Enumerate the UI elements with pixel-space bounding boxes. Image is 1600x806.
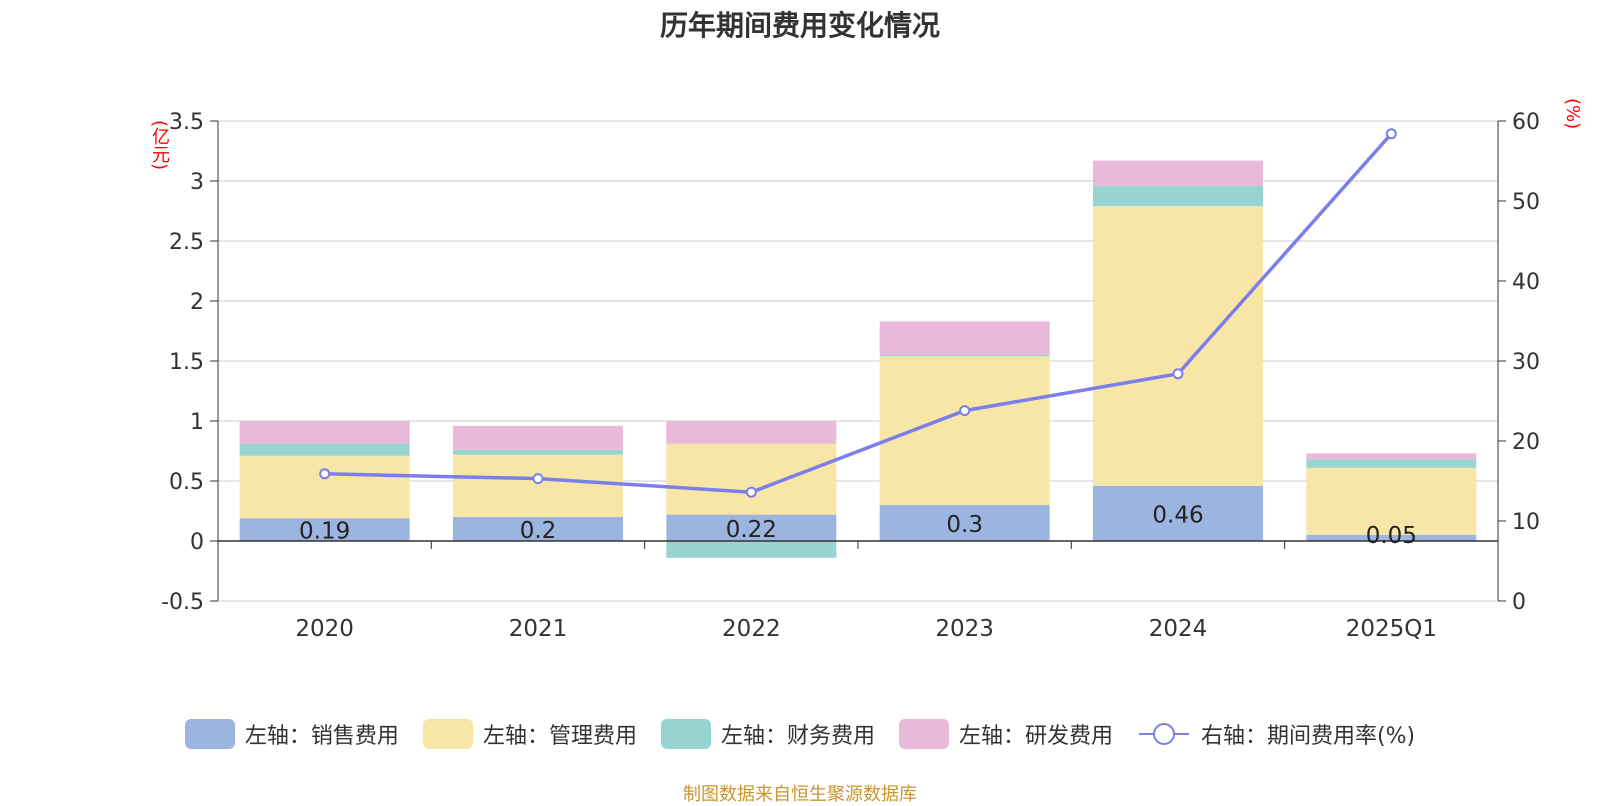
- bar-segment-3: [453, 449, 623, 455]
- expense-rate-point: [1385, 128, 1397, 140]
- right-axis-tick-label: 0: [1512, 590, 1526, 615]
- data-label-sales: 0.46: [1152, 502, 1203, 528]
- data-label-sales: 0.05: [1366, 523, 1417, 549]
- category-label: 2024: [1149, 616, 1208, 642]
- left-axis-tick-label: 3: [190, 170, 204, 195]
- bar-segment-1: [1093, 485, 1263, 541]
- right-axis-unit: (%): [1562, 98, 1583, 130]
- legend-label-rnd: 左轴：研发费用: [958, 724, 1113, 749]
- legend-label-expense-rate: 右轴：期间费用率(%): [1200, 724, 1416, 749]
- chart-title: 历年期间费用变化情况: [659, 9, 940, 42]
- legend-item-finance[interactable]: 左轴：财务费用: [660, 718, 875, 750]
- left-axis-tick-label: 3.5: [169, 110, 204, 135]
- legend-item-admin[interactable]: 左轴：管理费用: [422, 718, 637, 750]
- left-axis-tick-label: 0: [190, 530, 204, 555]
- bar-segment-2: [453, 454, 623, 517]
- expense-rate-point: [959, 405, 971, 417]
- left-axis-tick-label: 2.5: [169, 230, 204, 255]
- bar-segment-3: [1093, 185, 1263, 207]
- right-axis-tick-label: 40: [1512, 270, 1540, 295]
- category-label: 2020: [295, 616, 354, 642]
- legend-item-rnd[interactable]: 左轴：研发费用: [898, 718, 1113, 750]
- category-label: 2025Q1: [1346, 616, 1437, 642]
- bar-segment-4: [453, 425, 623, 450]
- data-label-sales: 0.19: [299, 519, 350, 545]
- legend: 左轴：销售费用 左轴：管理费用 左轴：财务费用 左轴：研发费用 右轴：期间费用率…: [0, 718, 1600, 750]
- legend-swatch-rnd: [898, 719, 949, 749]
- legend-label-finance: 左轴：财务费用: [720, 724, 875, 749]
- bar-segment-4: [239, 421, 410, 444]
- category-label: 2022: [722, 616, 781, 642]
- data-label-sales: 0.2: [520, 518, 557, 544]
- category-label: 2021: [509, 616, 568, 642]
- legend-item-sales[interactable]: 左轴：销售费用: [184, 718, 399, 750]
- data-label-sales: 0.22: [726, 517, 777, 543]
- expense-rate-line: [324, 132, 1393, 494]
- bar-segment-2: [879, 356, 1050, 505]
- expense-rate-point: [319, 468, 331, 480]
- right-axis-tick-label: 10: [1512, 510, 1540, 535]
- right-axis-tick-label: 60: [1512, 110, 1540, 135]
- bar-segment-2: [239, 455, 410, 519]
- bar-segment-4: [879, 321, 1050, 355]
- legend-item-expense-rate[interactable]: 右轴：期间费用率(%): [1137, 718, 1415, 750]
- data-label-sales: 0.3: [946, 512, 983, 538]
- right-axis-tick-label: 20: [1512, 430, 1540, 455]
- bar-segment-3: [879, 355, 1050, 357]
- bar-segment-3: [239, 443, 410, 456]
- bar-segment-2: [666, 443, 837, 515]
- left-axis-tick-label: 1.5: [169, 350, 204, 375]
- bar-segment-4: [1093, 160, 1263, 186]
- legend-label-sales: 左轴：销售费用: [244, 724, 399, 749]
- category-label: 2023: [935, 616, 994, 642]
- left-axis-tick-label: -0.5: [161, 590, 204, 615]
- left-axis-tick-label: 0.5: [169, 470, 204, 495]
- legend-swatch-sales: [184, 719, 235, 749]
- bar-segment-2: [1306, 467, 1477, 535]
- right-axis-tick-label: 30: [1512, 350, 1540, 375]
- expense-rate-point: [532, 473, 544, 485]
- bar-segment-4: [1306, 453, 1477, 460]
- bar-segment-1: [239, 518, 410, 541]
- left-axis-tick-label: 1: [190, 410, 204, 435]
- bar-segment-3: [666, 541, 837, 558]
- bar-segment-1: [453, 517, 623, 541]
- right-axis-tick-label: 50: [1512, 190, 1540, 215]
- source-note: 制图数据来自恒生聚源数据库: [683, 784, 917, 805]
- legend-swatch-admin: [422, 719, 473, 749]
- expense-rate-point: [1172, 368, 1184, 380]
- bar-segment-2: [1093, 206, 1263, 486]
- left-axis-tick-label: 2: [190, 290, 204, 315]
- legend-circle-mark: [1152, 723, 1175, 745]
- bar-segment-1: [879, 505, 1050, 541]
- bar-segment-1: [1306, 535, 1477, 541]
- bar-segment-1: [666, 514, 837, 541]
- legend-swatch-finance: [660, 719, 711, 749]
- bar-segment-4: [666, 421, 837, 444]
- left-axis-unit: (亿元): [149, 120, 170, 171]
- bar-segment-3: [1306, 459, 1477, 468]
- legend-label-admin: 左轴：管理费用: [482, 724, 637, 749]
- legend-swatch-expense-rate: [1138, 723, 1189, 745]
- expense-rate-point: [745, 486, 757, 498]
